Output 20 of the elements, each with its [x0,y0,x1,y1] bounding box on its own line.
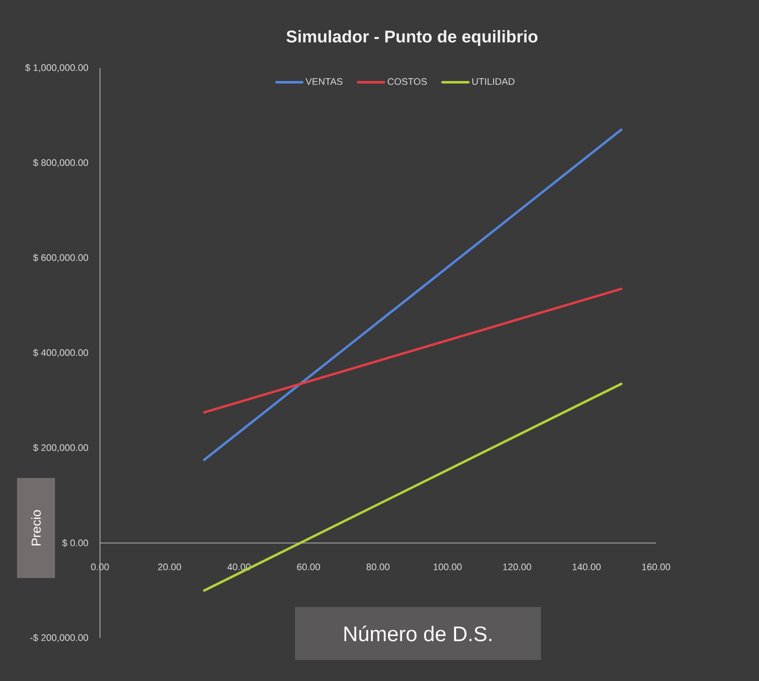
x-tick-label: 140.00 [572,564,601,570]
x-axis-title: Número de D.S. [344,626,492,642]
legend-label: COSTOS [388,78,427,85]
y-tick-label: $ 800,000.00 [33,158,88,168]
y-axis-title: Precio [31,510,41,546]
x-tick-label: 80.00 [366,564,390,570]
y-tick-label: $ 400,000.00 [33,348,88,358]
legend-label: UTILIDAD [472,78,514,85]
x-tick-label: 100.00 [434,564,462,570]
x-tick-label: 60.00 [297,564,320,570]
y-tick-label: $ 1,000,000.00 [25,64,88,72]
y-tick-label: -$ 200,000.00 [30,634,88,642]
x-tick-label: 120.00 [503,564,532,570]
y-tick-label: $ 200,000.00 [33,444,88,452]
y-tick-label: $ 600,000.00 [33,254,88,262]
legend-label: VENTAS [306,78,342,85]
x-tick-label: 20.00 [158,564,182,570]
y-tick-label: $ 0.00 [62,539,88,547]
chart-title: Simulador - Punto de equilibrio [286,30,538,46]
x-tick-label: 160.00 [642,564,670,570]
